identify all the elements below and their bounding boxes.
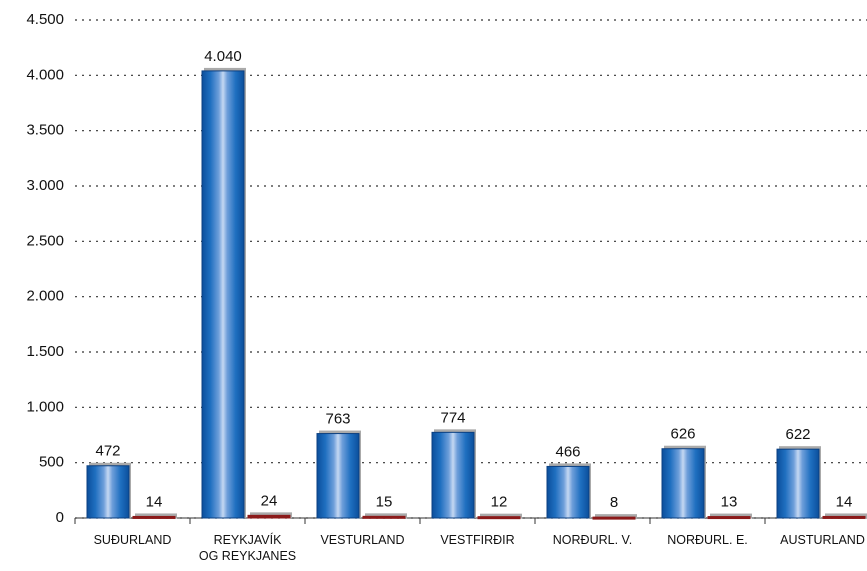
- y-tick-label: 2.000: [26, 288, 64, 305]
- bar: [132, 515, 176, 519]
- y-tick-label: 4.500: [26, 11, 64, 28]
- bar: [822, 515, 866, 519]
- y-tick-label: 3.500: [26, 122, 64, 139]
- value-label: 4.040: [204, 48, 242, 65]
- value-label: 774: [440, 409, 465, 426]
- x-tick-label: VESTURLAND: [320, 533, 405, 547]
- bar: [592, 516, 636, 520]
- value-label: 13: [721, 494, 738, 511]
- value-label: 622: [785, 426, 810, 443]
- x-tick-label: VESTFIRÐIR: [440, 533, 515, 547]
- value-label: 14: [146, 493, 163, 510]
- value-label: 24: [261, 492, 278, 509]
- bar: [546, 465, 590, 519]
- bar: [431, 431, 475, 519]
- value-label: 472: [95, 443, 120, 460]
- y-tick-label: 3.000: [26, 177, 64, 194]
- bar: [362, 515, 406, 519]
- x-tick-label: NORÐURL. V.: [552, 533, 633, 547]
- bar: [247, 514, 291, 519]
- x-tick-label: NORÐURL. E.: [667, 533, 748, 547]
- y-tick-label: 2.500: [26, 232, 64, 249]
- y-tick-label: 0: [56, 509, 64, 526]
- value-label: 763: [325, 411, 350, 428]
- value-label: 8: [610, 494, 618, 511]
- bar: [776, 448, 820, 519]
- y-tick-label: 1.000: [26, 398, 64, 415]
- value-label: 466: [555, 443, 580, 460]
- value-label: 12: [491, 494, 508, 511]
- value-label: 15: [376, 493, 393, 510]
- y-tick-label: 4.000: [26, 66, 64, 83]
- value-label: 626: [670, 426, 695, 443]
- x-tick-label: AUSTURLAND: [780, 533, 865, 547]
- y-tick-label: 1.500: [26, 343, 64, 360]
- x-tick-label: SUÐURLAND: [93, 533, 172, 547]
- bar: [661, 448, 705, 519]
- value-label: 14: [836, 493, 853, 510]
- bar: [201, 70, 245, 519]
- bar: [707, 516, 751, 520]
- bar: [316, 433, 360, 519]
- bar: [477, 516, 521, 520]
- y-tick-label: 500: [39, 454, 64, 471]
- x-tick-label: REYKJAVÍK OG REYKJANES: [198, 533, 297, 563]
- bar: [86, 465, 130, 519]
